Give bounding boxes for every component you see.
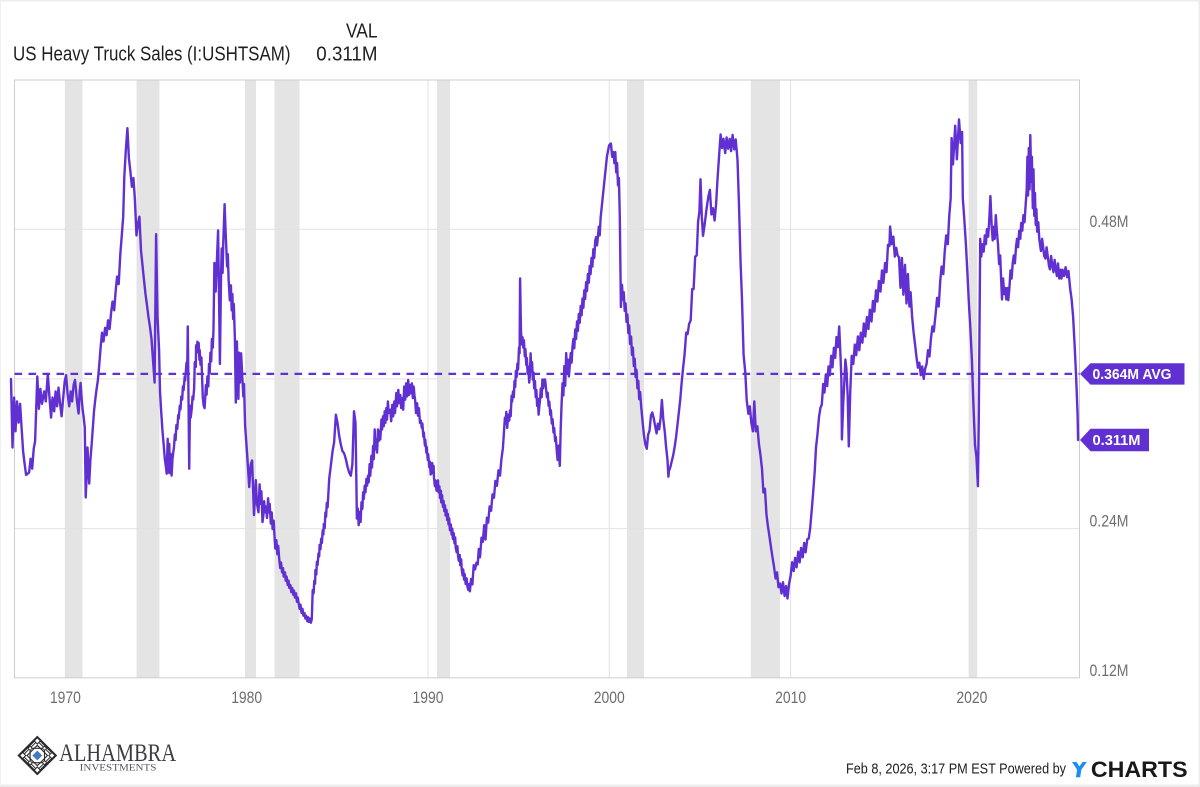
svg-text:2010: 2010 xyxy=(775,689,806,707)
svg-text:US Heavy Truck Sales (I:USHTSA: US Heavy Truck Sales (I:USHTSAM) xyxy=(13,44,291,66)
svg-text:0.12M: 0.12M xyxy=(1090,662,1129,680)
svg-text:INVESTMENTS: INVESTMENTS xyxy=(80,764,157,774)
svg-text:1990: 1990 xyxy=(413,689,444,707)
svg-text:Feb 8, 2026, 3:17 PM EST Power: Feb 8, 2026, 3:17 PM EST Powered by xyxy=(846,761,1066,778)
svg-text:2000: 2000 xyxy=(594,689,625,707)
svg-text:1980: 1980 xyxy=(231,689,262,707)
svg-text:VAL: VAL xyxy=(346,21,378,43)
svg-text:0.364M AVG: 0.364M AVG xyxy=(1093,367,1172,383)
svg-text:2020: 2020 xyxy=(956,689,987,707)
svg-text:0.48M: 0.48M xyxy=(1090,213,1129,231)
svg-text:1970: 1970 xyxy=(50,689,81,707)
svg-text:CHARTS: CHARTS xyxy=(1091,757,1188,782)
svg-text:ALHAMBRA: ALHAMBRA xyxy=(59,740,176,767)
svg-text:0.311M: 0.311M xyxy=(316,44,377,66)
svg-text:0.311M: 0.311M xyxy=(1093,433,1141,449)
svg-text:0.24M: 0.24M xyxy=(1090,512,1129,530)
